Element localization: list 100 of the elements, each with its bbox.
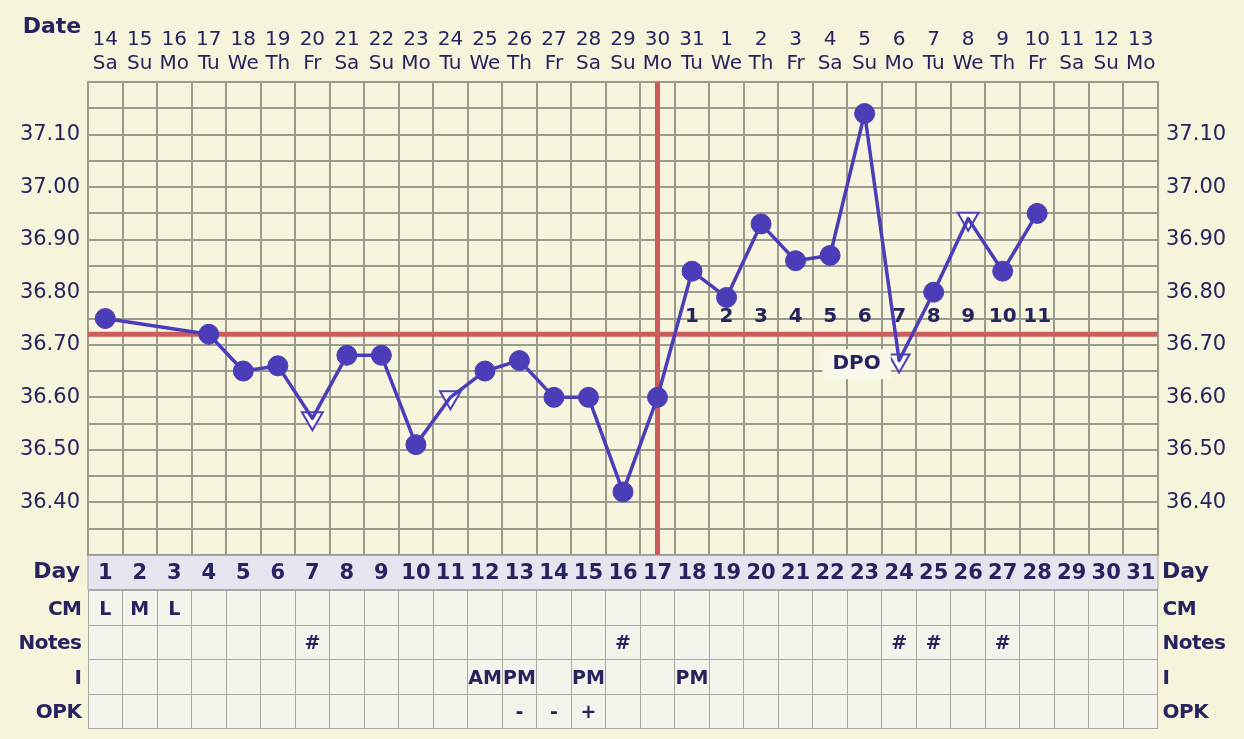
annotation: 5 (823, 303, 838, 328)
annotation: 1 (685, 303, 699, 328)
annotation: 2 (719, 303, 734, 328)
x-tick-label: 7 Tu (921, 26, 945, 75)
x2-axis-title: Day (1162, 558, 1209, 584)
text: PM (503, 665, 536, 688)
x-tick-label: 16 Mo (159, 26, 190, 75)
annotation: DPO (832, 350, 881, 375)
x2-tick-label: 24 (884, 560, 914, 585)
category-label: CM (1162, 595, 1197, 620)
category-label: I (1162, 664, 1170, 689)
x2-tick-label: 12 (470, 560, 500, 585)
point (1026, 202, 1048, 224)
text: PM (675, 665, 709, 688)
x-axis-title: Date (22, 12, 82, 38)
x-tick-label: 6 Mo (884, 26, 914, 75)
y2-tick-label: 36.50 (1166, 436, 1227, 461)
y2-tick-label: 36.60 (1166, 383, 1227, 408)
x2-tick-label: 31 (1126, 560, 1156, 585)
x2-tick-label: 23 (850, 560, 880, 585)
x-tick-label: 22 Su (368, 26, 395, 75)
x2-tick-label: 29 (1057, 560, 1087, 585)
y-tick-label: 37.10 (19, 121, 80, 146)
annotation: 11 (1023, 303, 1052, 328)
x2-tick-label: 30 (1091, 560, 1121, 585)
text: M (130, 596, 150, 619)
x2-tick-label: 15 (573, 560, 604, 585)
x2-tick-label: 7 (305, 560, 320, 585)
x-tick-label: 24 Tu (437, 26, 464, 75)
x-tick-label: 8 We (952, 26, 984, 75)
x-tick-label: 3 Fr (786, 26, 806, 75)
x-tick-label: 19 Th (264, 26, 291, 75)
y-tick-label: 36.60 (19, 383, 80, 408)
x2-tick-label: 4 (201, 560, 217, 585)
y-tick-label: 36.80 (19, 278, 80, 303)
x-tick-label: 10 Fr (1024, 26, 1050, 75)
annotation: 4 (788, 303, 803, 328)
x2-tick-label: 14 (539, 560, 569, 585)
x-tick-label: 31 Tu (679, 26, 705, 75)
x2-tick-label: 22 (815, 560, 845, 585)
x-tick-label: 15 Su (127, 26, 153, 75)
x2-tick-label: 5 (236, 560, 251, 585)
x-tick-label: 25 We (469, 26, 501, 75)
x-tick-label: 23 Mo (401, 26, 431, 75)
category-label: I (74, 664, 82, 689)
text: AM (468, 665, 502, 688)
text: L (99, 596, 112, 619)
x2-tick-label: 25 (919, 560, 949, 585)
x-tick-label: 1 We (711, 26, 743, 75)
x-tick-label: 20 Fr (299, 26, 326, 75)
x-tick-label: 30 Mo (642, 26, 673, 75)
y-tick-label: 36.70 (19, 331, 80, 356)
y2-tick-label: 36.40 (1166, 488, 1227, 513)
text: # (994, 631, 1011, 654)
x2-tick-label: 2 (132, 560, 148, 585)
text: # (304, 631, 321, 654)
x-tick-label: 9 Th (989, 26, 1016, 75)
text: - (550, 700, 558, 723)
x2-tick-label: 9 (374, 560, 389, 585)
y2-tick-label: 36.80 (1166, 278, 1227, 303)
x2-tick-label: 28 (1022, 560, 1052, 585)
category-label: CM (47, 595, 82, 620)
x2-tick-label: 6 (270, 560, 286, 585)
x-tick-label: 21 Sa (334, 26, 360, 75)
x2-tick-label: 13 (504, 560, 535, 585)
x-tick-label: 17 Tu (196, 26, 222, 75)
x2-tick-label: 16 (608, 560, 638, 585)
text: L (168, 596, 181, 619)
x2-tick-label: 20 (746, 560, 776, 585)
x-tick-label: 13 Mo (1125, 26, 1156, 75)
x-tick-label: 18 We (227, 26, 259, 75)
x-tick-label: 27 Fr (541, 26, 567, 75)
x-tick-label: 5 Su (851, 26, 878, 75)
x-tick-label: 29 Su (610, 26, 636, 75)
y-tick-label: 36.90 (19, 226, 80, 251)
point (94, 308, 116, 329)
text: Day (33, 558, 80, 584)
x2-tick-label: 10 (401, 560, 431, 585)
text: # (615, 631, 631, 654)
x-tick-label: 12 Su (1093, 26, 1119, 75)
y2-tick-label: 36.70 (1166, 331, 1227, 356)
x2-tick-label: 17 (642, 560, 673, 585)
category-label: Notes (18, 630, 82, 655)
x2-tick-label: 3 (166, 560, 182, 585)
x-tick-label: 2 Th (747, 26, 774, 75)
y-tick-label: 36.40 (19, 488, 80, 513)
x-tick-label: 26 Th (506, 26, 533, 75)
y-tick-label: 37.00 (19, 173, 80, 198)
y2-tick-label: 36.90 (1166, 226, 1227, 251)
x-tick-label: 11 Sa (1058, 26, 1085, 75)
x-tick-label: 14 Sa (92, 26, 118, 75)
annotation: 9 (961, 303, 976, 328)
x-tick-label: 28 Sa (575, 26, 602, 75)
annotation: 3 (754, 303, 769, 328)
text: + (580, 700, 597, 723)
x2-tick-label: 1 (97, 560, 113, 585)
x2-tick-label: 27 (988, 560, 1018, 585)
x2-tick-label: 18 (677, 560, 707, 585)
x2-tick-label: 26 (953, 560, 983, 585)
annotation: 10 (988, 303, 1017, 328)
